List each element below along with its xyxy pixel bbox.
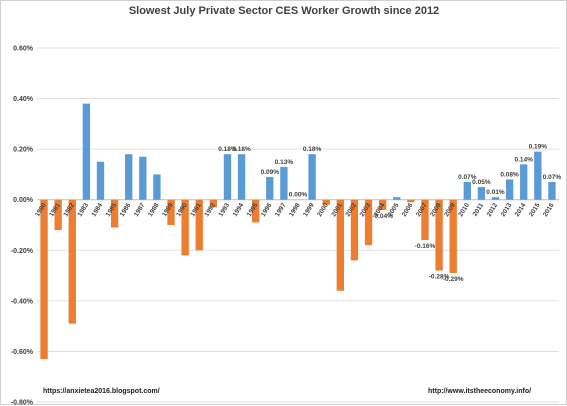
x-tick-label: 1993 [218, 202, 232, 218]
y-axis: 0.60% 0.40% 0.20% 0.00% -0.20% -0.40% -0.60% -0… [11, 46, 34, 406]
bar-2005 [393, 197, 400, 200]
bar-1997 [280, 167, 287, 200]
x-tick-label: 1988 [147, 202, 161, 218]
footer-left-url: https://anxietea2016.blogspot.com/ [43, 388, 160, 395]
bar-1984 [97, 162, 104, 200]
bar-2015 [534, 152, 541, 200]
bar-1980 [40, 200, 47, 359]
data-label-2007: -0.16% [415, 243, 436, 250]
data-label-2015: 0.19% [529, 144, 548, 151]
data-label-1996: 0.09% [261, 169, 280, 176]
x-tick-label: 2013 [500, 202, 514, 218]
data-label-2016: 0.07% [543, 174, 562, 181]
x-tick-label: 2015 [528, 202, 542, 218]
y-tick-label: 0.40% [13, 96, 34, 103]
bar-2013 [506, 179, 513, 199]
bar-1996 [266, 177, 273, 200]
x-tick-label: 1986 [119, 202, 133, 218]
x-tick-label: 2010 [457, 202, 471, 218]
data-label-2014: 0.14% [515, 156, 534, 163]
bar-1994 [238, 154, 245, 200]
x-tick-label: 1998 [288, 202, 302, 218]
bar-1987 [139, 157, 146, 200]
y-tick-label: 0.60% [13, 46, 34, 53]
y-tick-label: 0.20% [13, 147, 34, 154]
data-label-1994: 0.18% [232, 146, 251, 153]
x-tick-label: 1999 [302, 202, 316, 218]
bars [40, 104, 555, 359]
chart-title: Slowest July Private Sector CES Worker G… [129, 5, 439, 17]
bar-1982 [69, 200, 76, 324]
data-label-1997: 0.13% [275, 159, 294, 166]
bar-2012 [492, 197, 499, 200]
x-tick-label: 1987 [133, 202, 147, 218]
data-labels: 0.18%0.18%0.09%0.13%0.00%0.18%-0.04%-0.1… [218, 144, 561, 283]
bar-2010 [464, 182, 471, 200]
y-tick-label: -0.60% [11, 349, 34, 356]
y-tick-label: -0.40% [11, 298, 34, 305]
x-tick-label: 1983 [76, 202, 90, 218]
x-tick-label: 1984 [91, 202, 105, 218]
footer-right-url: http://www.itstheeconomy.info/ [428, 388, 531, 395]
x-tick-label: 2016 [542, 202, 556, 218]
data-label-2012: 0.01% [486, 189, 505, 196]
y-tick-label: 0.00% [13, 197, 34, 204]
x-tick-label: 1996 [260, 202, 274, 218]
bar-1988 [153, 174, 160, 199]
bar-2011 [478, 187, 485, 200]
data-label-2013: 0.08% [500, 171, 519, 178]
y-tick-label: -0.20% [11, 248, 34, 255]
bar-2014 [520, 164, 527, 199]
data-label-2004: -0.04% [372, 213, 393, 220]
x-tick-label: 2012 [486, 202, 500, 218]
bar-1986 [125, 154, 132, 200]
bar-1983 [83, 104, 90, 200]
y-tick-label: -0.80% [11, 400, 34, 406]
bar-1993 [224, 154, 231, 200]
x-tick-label: 2006 [401, 202, 415, 218]
data-label-1999: 0.18% [303, 146, 322, 153]
data-label-2011: 0.05% [472, 179, 491, 186]
data-label-2009: -0.29% [443, 276, 464, 283]
bar-2016 [548, 182, 555, 200]
x-tick-label: 1997 [274, 202, 288, 218]
x-tick-label: 2014 [514, 202, 528, 218]
data-label-1998: 0.00% [289, 192, 308, 199]
x-tick-label: 2011 [472, 202, 486, 218]
bar-1999 [308, 154, 315, 200]
x-tick-label: 1994 [232, 202, 246, 218]
